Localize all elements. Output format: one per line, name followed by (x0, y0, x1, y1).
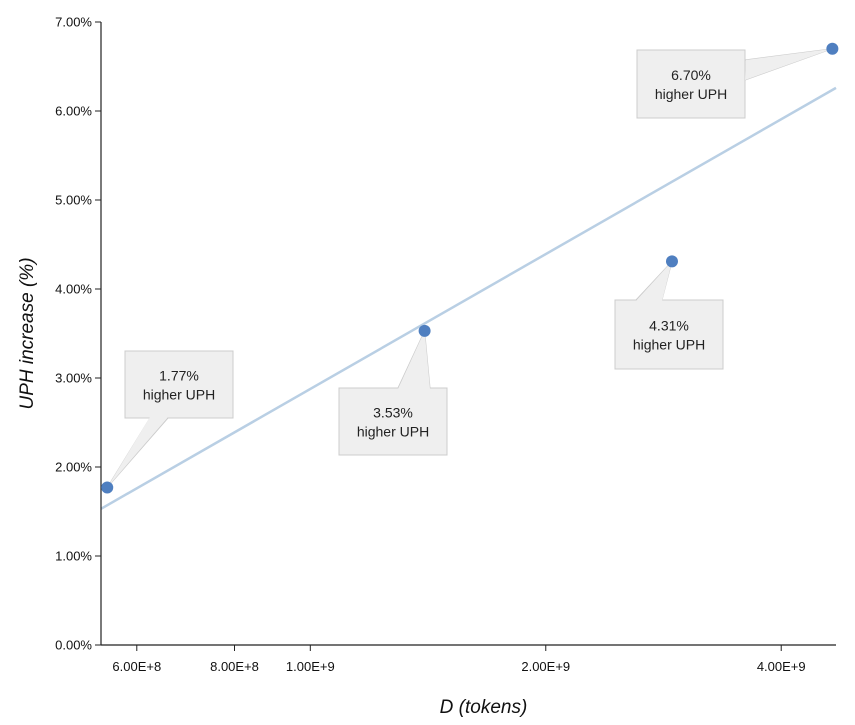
y-axis-title: UPH increase (%) (17, 257, 38, 409)
callout-box (338, 387, 448, 456)
callout-box (636, 49, 746, 119)
callout: 4.31% higher UPH (614, 261, 724, 370)
callout-text: higher UPH (633, 337, 705, 353)
y-tick-label: 0.00% (55, 638, 92, 653)
y-tick-label: 7.00% (55, 15, 92, 30)
callout-text: 3.53% (373, 405, 413, 421)
x-tick-label: 8.00E+8 (210, 659, 259, 674)
callout-pointer-fill (398, 330, 430, 389)
data-point (101, 481, 114, 494)
x-tick-label: 1.00E+9 (286, 659, 335, 674)
trendline (100, 86, 837, 510)
x-tick-label: 2.00E+9 (521, 659, 570, 674)
callout: 6.70% higher UPH (636, 48, 833, 119)
callouts-layer: 1.77% higher UPH 3.53% higher UPH 4.31% highe… (106, 48, 833, 488)
points-layer (101, 42, 839, 494)
callout-box (614, 299, 724, 370)
callout-box (124, 350, 234, 419)
data-point (665, 255, 678, 268)
x-ticks: 6.00E+8 8.00E+8 1.00E+9 2.00E+9 4.00E+9 (112, 645, 806, 674)
y-tick-label: 5.00% (55, 193, 92, 208)
y-tick-label: 2.00% (55, 460, 92, 475)
callout-text: 1.77% (159, 368, 199, 384)
callout-text: higher UPH (143, 387, 215, 403)
callout-text: 4.31% (649, 318, 689, 334)
x-tick-label: 6.00E+8 (112, 659, 161, 674)
data-point (826, 42, 839, 55)
callout-pointer-fill (107, 417, 168, 488)
callout-text: higher UPH (655, 86, 727, 102)
data-point (418, 324, 431, 337)
callout-pointer-fill (745, 48, 833, 80)
callout: 3.53% higher UPH (338, 328, 448, 456)
y-tick-label: 3.00% (55, 371, 92, 386)
callout-text: 6.70% (671, 67, 711, 83)
axes-layer (100, 22, 836, 646)
callout-pointer-fill (636, 261, 672, 301)
y-tick-label: 1.00% (55, 549, 92, 564)
trendline-layer (100, 86, 837, 510)
y-ticks: 0.00% 1.00% 2.00% 3.00% 4.00% 5.00% 6.00% 7.00% (55, 15, 101, 653)
y-tick-label: 6.00% (55, 104, 92, 119)
x-axis-title: D (tokens) (440, 697, 528, 718)
callout: 1.77% higher UPH (106, 350, 234, 488)
callout-text: higher UPH (357, 424, 429, 440)
y-tick-label: 4.00% (55, 282, 92, 297)
x-tick-label: 4.00E+9 (757, 659, 806, 674)
